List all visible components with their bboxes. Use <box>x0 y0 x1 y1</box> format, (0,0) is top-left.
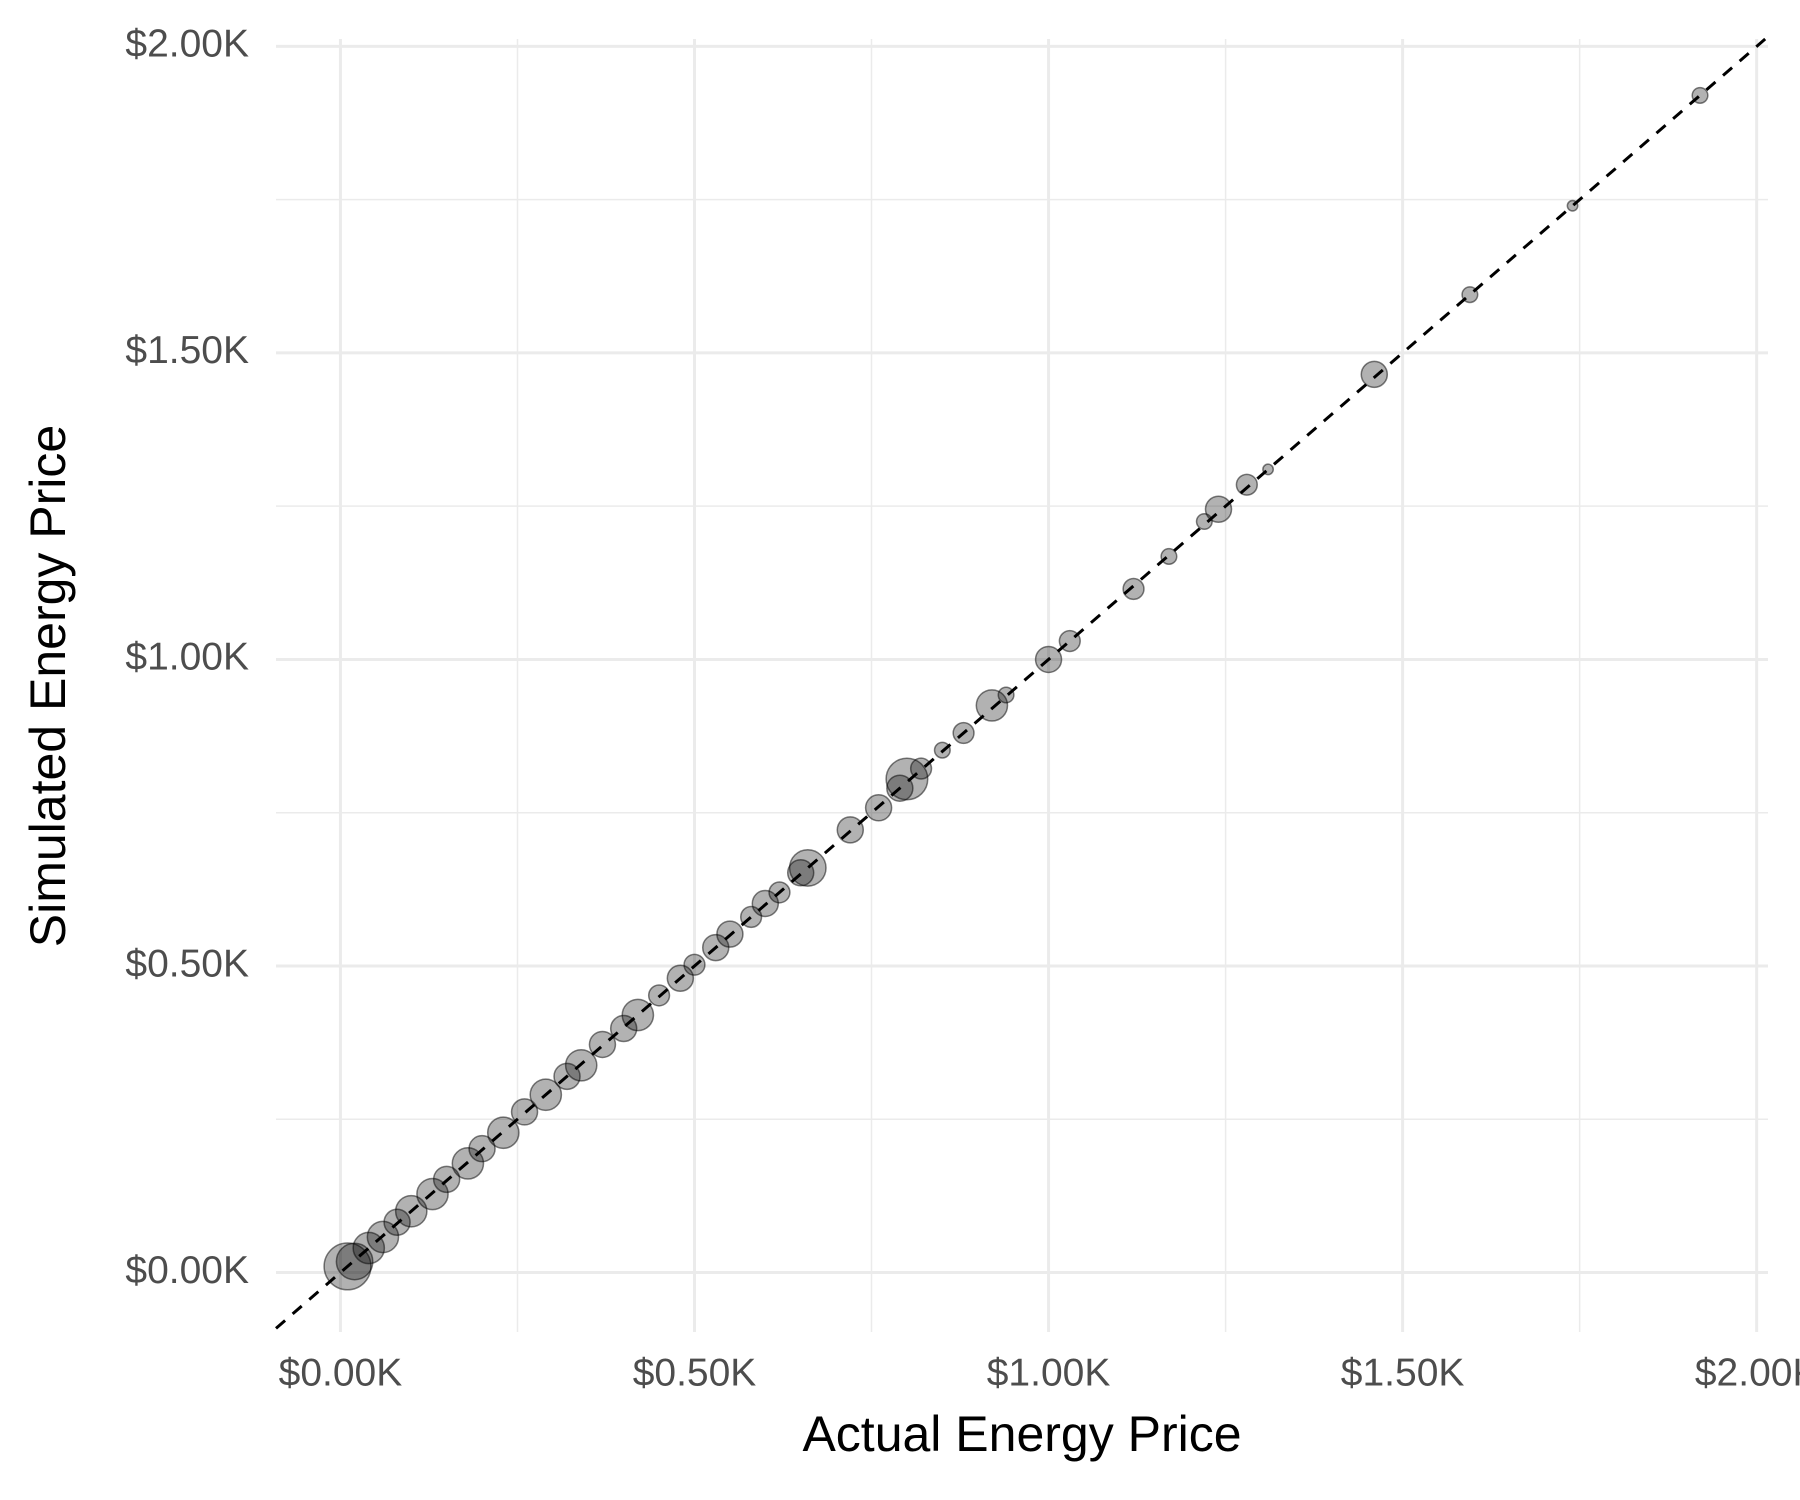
x-axis-title: Actual Energy Price <box>802 1406 1241 1462</box>
y-tick-label: $0.00K <box>125 1249 249 1292</box>
y-tick-label: $0.50K <box>125 942 249 985</box>
x-tick-label: $0.50K <box>633 1351 757 1394</box>
point <box>997 686 1015 704</box>
point <box>683 953 706 976</box>
point <box>451 1147 485 1180</box>
point <box>1566 199 1579 212</box>
point <box>621 998 655 1032</box>
point <box>1058 629 1081 653</box>
point <box>366 1220 400 1254</box>
point <box>432 1165 461 1194</box>
point <box>952 721 975 745</box>
point <box>788 848 827 887</box>
point <box>486 1116 520 1150</box>
point <box>1360 360 1389 389</box>
point <box>1262 463 1275 476</box>
point <box>394 1194 428 1228</box>
point <box>647 984 671 1007</box>
point <box>529 1078 563 1112</box>
point <box>933 741 951 759</box>
y-tick-label: $1.50K <box>125 329 249 372</box>
point <box>975 689 1009 722</box>
x-tick-label: $0.00K <box>279 1351 403 1394</box>
point <box>1691 86 1709 104</box>
point <box>836 816 865 844</box>
y-axis-title: Simulated Energy Price <box>20 425 76 947</box>
point <box>553 1062 581 1091</box>
point <box>885 757 929 801</box>
point <box>1204 495 1233 523</box>
point <box>1235 473 1258 496</box>
y-tick-label: $2.00K <box>125 23 249 66</box>
point <box>739 905 763 929</box>
point <box>1122 577 1145 601</box>
point <box>609 1014 638 1043</box>
point <box>383 1208 411 1237</box>
x-tick-label: $1.50K <box>1341 1351 1465 1394</box>
point <box>352 1231 386 1265</box>
y-tick-label: $1.00K <box>125 636 249 679</box>
point <box>768 881 791 904</box>
point <box>468 1134 496 1163</box>
point <box>564 1048 598 1082</box>
point <box>416 1177 449 1211</box>
point <box>1461 286 1479 304</box>
point <box>323 1242 372 1291</box>
point <box>909 757 933 780</box>
point <box>864 794 893 822</box>
point <box>588 1030 617 1059</box>
point <box>510 1098 539 1126</box>
x-tick-label: $2.00K <box>1695 1351 1800 1394</box>
point <box>1160 547 1178 565</box>
x-tick-label: $1.00K <box>987 1351 1111 1394</box>
point <box>1034 645 1063 674</box>
point <box>716 920 744 948</box>
